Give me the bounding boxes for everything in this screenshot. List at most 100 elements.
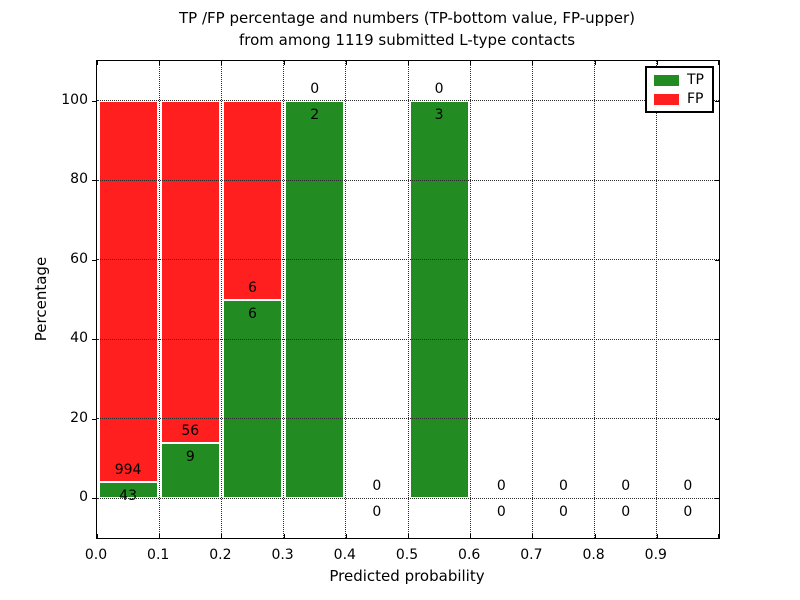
tp-count-label: 0 <box>559 504 568 521</box>
plot-area: 994 43 56 9 6 6 0 2 0 0 0 3 0 0 0 0 0 0 0 0 <box>92 60 720 539</box>
x-tick-label: 0.3 <box>271 547 294 563</box>
y-tickmark-right <box>715 180 719 182</box>
gridline-vertical <box>220 61 222 538</box>
x-tickmark-top <box>283 61 285 65</box>
fp-count-label: 6 <box>248 279 257 296</box>
x-tickmark-top <box>594 61 596 65</box>
x-tickmark-top <box>221 61 223 65</box>
y-tick-label: 0 <box>79 489 88 506</box>
x-tickmark-top <box>470 61 472 65</box>
y-tickmark-right <box>715 259 719 261</box>
gridline-vertical <box>656 61 658 538</box>
chart-title-line2: from among 1119 submitted L-type contact… <box>238 31 576 49</box>
x-tickmark-top <box>159 61 161 65</box>
gridline-horizontal <box>97 418 719 420</box>
chart-title-line1: TP /FP percentage and numbers (TP-bottom… <box>179 9 635 27</box>
gridline-vertical <box>469 61 471 538</box>
y-tickmark-left <box>92 259 97 261</box>
fp-count-label: 0 <box>559 478 568 495</box>
fp-count-label: 0 <box>372 478 382 495</box>
y-tickmark-right <box>715 498 719 500</box>
legend-swatch-tp <box>654 74 679 86</box>
gridline-vertical <box>531 61 533 538</box>
gridline-horizontal <box>97 259 719 261</box>
bar-segment-tp <box>98 481 158 499</box>
tp-count-label: 3 <box>434 106 444 123</box>
y-tickmark-right <box>715 418 719 420</box>
x-tickmark-top <box>408 61 409 65</box>
x-tick-label: 0.8 <box>582 547 605 563</box>
tp-count-label: 0 <box>496 504 506 521</box>
gridline-horizontal <box>97 100 719 102</box>
tp-count-label: 43 <box>119 487 137 504</box>
y-tick-label: 100 <box>61 91 88 108</box>
legend-item-fp: FP <box>654 92 712 106</box>
bar-segment-tp <box>409 100 469 499</box>
tp-count-label: 0 <box>621 504 631 521</box>
y-tickmark-left <box>92 100 97 102</box>
legend-swatch-fp <box>654 93 679 105</box>
x-tickmark-top <box>345 61 347 65</box>
bar-segment-tp <box>222 299 283 499</box>
x-tickmark-top <box>97 61 98 65</box>
y-tickmark-right <box>715 100 719 102</box>
tp-count-label: 0 <box>372 504 382 521</box>
x-tickmark-top <box>718 61 719 65</box>
x-tickmark-bottom <box>345 534 347 538</box>
gridline-vertical <box>158 61 160 538</box>
x-axis-label: Predicted probability <box>329 567 485 585</box>
fp-count-label: 0 <box>621 478 631 495</box>
fp-count-label: 0 <box>683 478 693 495</box>
y-axis-label: Percentage <box>32 256 50 342</box>
chart-title: TP /FP percentage and numbers (TP-bottom… <box>96 7 718 51</box>
x-tick-label: 0.2 <box>209 547 232 563</box>
x-tickmark-top <box>532 61 534 65</box>
x-tickmark-bottom <box>470 534 472 538</box>
fp-count-label: 56 <box>181 423 200 440</box>
y-tickmark-left <box>92 418 97 420</box>
y-tick-label: 80 <box>70 171 88 188</box>
x-tick-label: 0.5 <box>395 547 419 563</box>
x-tickmark-bottom <box>656 534 658 538</box>
x-tickmark-bottom <box>718 534 719 538</box>
y-tickmark-left <box>92 498 97 500</box>
y-tickmark-left <box>92 339 97 341</box>
y-tick-label: 20 <box>70 409 88 426</box>
x-tickmark-bottom <box>532 534 534 538</box>
x-tickmark-bottom <box>221 534 223 538</box>
y-tickmark-left <box>92 180 97 182</box>
tp-count-label: 0 <box>683 504 693 521</box>
y-tickmark-right <box>715 339 719 341</box>
legend-label: FP <box>687 91 704 107</box>
x-tickmark-bottom <box>283 534 285 538</box>
legend: TP FP <box>645 66 714 113</box>
bar-segment-fp <box>160 100 220 444</box>
y-tick-label: 40 <box>70 330 88 347</box>
x-tickmark-top <box>656 61 658 65</box>
tp-count-label: 2 <box>310 106 320 123</box>
x-tick-label: 0.0 <box>84 547 108 563</box>
x-tickmark-bottom <box>97 534 98 538</box>
gridline-vertical <box>345 61 347 538</box>
gridline-vertical <box>594 61 596 538</box>
x-tickmark-bottom <box>408 534 409 538</box>
x-tick-label: 0.9 <box>644 547 667 563</box>
legend-item-tp: TP <box>654 73 712 87</box>
fp-count-label: 994 <box>114 461 142 478</box>
gridline-vertical <box>407 61 409 538</box>
x-tick-label: 0.1 <box>147 547 170 563</box>
x-tickmark-bottom <box>159 534 161 538</box>
fp-count-label: 0 <box>310 80 320 97</box>
tp-count-label: 6 <box>248 305 257 322</box>
x-tick-label: 0.7 <box>520 547 543 563</box>
gridline-horizontal <box>97 497 719 499</box>
x-tickmark-bottom <box>594 534 596 538</box>
bar-segment-fp <box>222 100 283 300</box>
fp-count-label: 0 <box>496 478 506 495</box>
fp-count-label: 0 <box>434 80 444 97</box>
bar-segment-tp <box>160 443 220 499</box>
x-tick-label: 0.6 <box>458 547 481 563</box>
bar-segment-fp <box>98 100 158 482</box>
gridline-horizontal <box>97 179 719 181</box>
